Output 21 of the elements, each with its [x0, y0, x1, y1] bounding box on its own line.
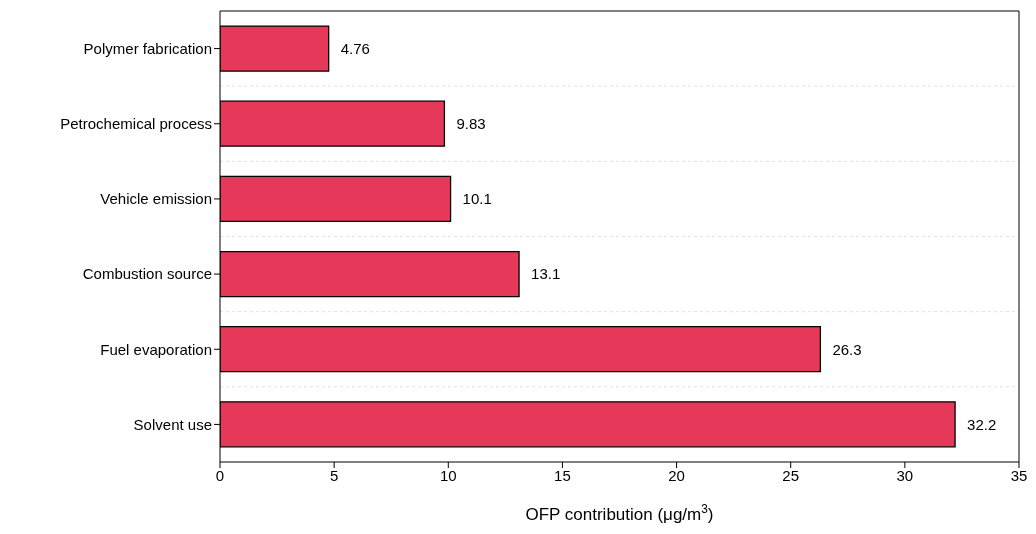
- x-axis-title: OFP contribution (μg/m$^{3}$): [525, 502, 714, 524]
- x-tick-label: 25: [782, 466, 800, 484]
- data-label: 4.76: [340, 39, 370, 57]
- y-tick-label: Polymer fabrication: [83, 39, 212, 57]
- data-label: 9.83: [456, 115, 486, 133]
- y-tick-label: Petrochemical process: [60, 115, 212, 133]
- data-label: 26.3: [832, 340, 862, 358]
- x-tick-label: 10: [439, 466, 457, 484]
- data-label: 13.1: [531, 265, 561, 283]
- x-tick-label: 15: [554, 466, 571, 484]
- x-tick-label: 5: [329, 466, 339, 484]
- x-tick-label: 0: [215, 466, 225, 484]
- data-label: 32.2: [967, 415, 997, 433]
- y-tick-label: Combustion source: [82, 265, 212, 283]
- x-tick-label: 30: [896, 466, 914, 484]
- y-tick-label: Fuel evaporation: [100, 340, 212, 358]
- x-tick-label: 35: [1010, 466, 1028, 484]
- data-label: 10.1: [462, 190, 492, 208]
- y-tick-label: Vehicle emission: [100, 190, 212, 208]
- y-tick-label: Solvent use: [133, 415, 212, 433]
- x-tick-label: 20: [668, 466, 685, 484]
